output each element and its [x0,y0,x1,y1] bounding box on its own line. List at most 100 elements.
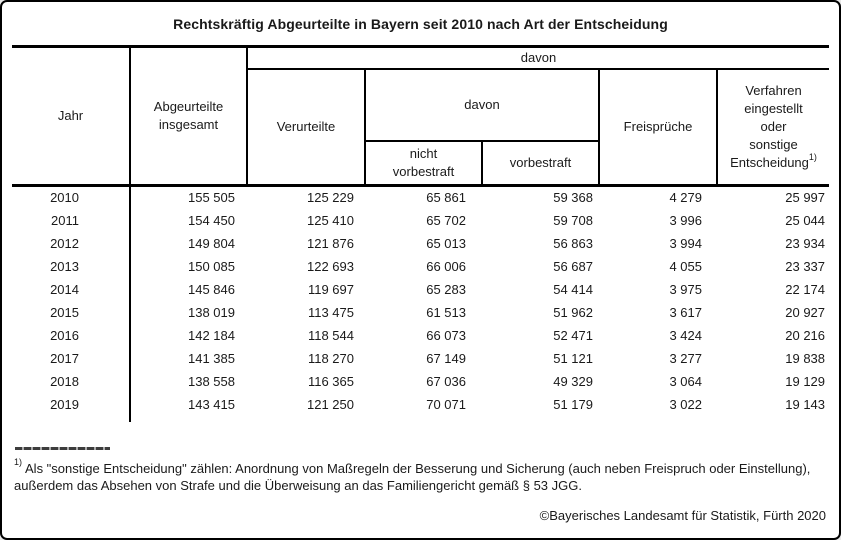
table-cell: 125 410 [307,212,354,228]
table-cell: 116 365 [307,373,354,389]
table-cell: 67 149 [426,350,466,366]
header-row-3: nicht vorbestraft vorbestraft [12,140,829,187]
table-cell: 141 385 [188,350,235,366]
table-cell: 145 846 [188,281,235,297]
table-cell: 138 558 [188,373,235,389]
footnote-separator-line [15,447,110,450]
table-cell: 19 129 [785,373,826,389]
statistics-table: Jahr Abgeurteilte insgesamt davon Verurt… [12,45,830,422]
table-row: 2016 142 184 118 544 66 073 52 471 3 424… [12,323,829,347]
table-cell: 121 250 [307,396,354,412]
table-cell: 149 804 [188,235,235,251]
column-header-freisprueche: Freisprüche [599,68,718,187]
table-row: 2013 150 085 122 693 66 006 56 687 4 055… [12,254,829,278]
table-cell: 4 279 [669,190,702,206]
table-cell: 51 962 [553,304,593,320]
table-cell: 20 927 [785,304,826,320]
table-cell: 67 036 [426,373,466,389]
table-cell: 2010 [12,185,131,209]
table-cell: 54 414 [553,281,593,297]
table-cell: 49 329 [553,373,593,389]
table-cell: 65 013 [426,235,466,251]
table-cell: 2014 [12,277,131,301]
table-cell: 59 708 [553,212,593,228]
column-header-verfahren-eingestellt: Verfahren eingestellt oder sonstige Ents… [717,68,830,187]
table-row: 2018 138 558 116 365 67 036 49 329 3 064… [12,369,829,393]
table-cell: 23 337 [785,258,826,274]
table-cell: 2016 [12,323,131,347]
table-cell: 61 513 [426,304,466,320]
table-cell: 2013 [12,254,131,278]
table-cell: 19 838 [785,350,826,366]
column-header-vorbestraft: vorbestraft [482,140,600,187]
footnote: 1) Als "sonstige Entscheidung" zählen: An… [14,456,832,494]
table-row: 2014 145 846 119 697 65 283 54 414 3 975… [12,277,829,301]
table-row: 2015 138 019 113 475 61 513 51 962 3 617… [12,300,829,324]
column-header-verurteilte: Verurteilte [247,68,366,187]
table-cell: 20 216 [785,327,826,343]
column-header-davon-top: davon [247,46,830,70]
column-rule-stub [12,415,829,422]
footnote-marker: 1) [14,456,23,467]
table-cell: 66 073 [426,327,466,343]
table-cell: 2012 [12,231,131,255]
table-cell: 118 544 [307,327,354,343]
table-cell: 3 064 [669,373,702,389]
table-cell: 2018 [12,369,131,393]
header-row-2: Verurteilte davon Freisprüche Verfahren … [12,68,830,187]
table-cell: 155 505 [188,190,235,206]
table-cell: 3 996 [669,212,702,228]
table-body: 2010 155 505 125 229 65 861 59 368 4 279… [12,185,829,422]
table-cell: 142 184 [188,327,235,343]
copyright-text: ©Bayerisches Landesamt für Statistik, Fü… [539,508,826,523]
table-cell: 3 617 [669,304,702,320]
table-cell: 52 471 [553,327,593,343]
table-cell: 150 085 [188,258,235,274]
table-cell: 2017 [12,346,131,370]
column-header-jahr: Jahr [12,46,131,187]
table-cell: 4 055 [669,258,702,274]
table-cell: 25 997 [785,190,826,206]
table-row: 2019 143 415 121 250 70 071 51 179 3 022… [12,392,829,416]
table-cell: 113 475 [307,304,354,320]
table-cell: 23 934 [785,235,826,251]
table-cell: 119 697 [307,281,354,297]
table-cell: 51 121 [553,350,593,366]
table-cell: 25 044 [785,212,826,228]
table-cell: 2019 [12,392,131,416]
table-row: 2010 155 505 125 229 65 861 59 368 4 279… [12,185,829,209]
table-cell: 122 693 [307,258,354,274]
page-title: Rechtskräftig Abgeurteilte in Bayern sei… [173,15,668,32]
table-row: 2011 154 450 125 410 65 702 59 708 3 996… [12,208,829,232]
table-cell: 125 229 [307,190,354,206]
footnote-text: Als "sonstige Entscheidung" zählen: Anor… [14,461,811,493]
table-header: Jahr Abgeurteilte insgesamt davon Verurt… [12,46,830,187]
table-cell: 2011 [12,208,131,232]
table-cell: 51 179 [553,396,593,412]
table-cell: 65 702 [426,212,466,228]
table-cell: 2015 [12,300,131,324]
table-cell: 3 424 [669,327,702,343]
column-header-abgeurteilte-insgesamt: Abgeurteilte insgesamt [130,46,248,187]
table-cell: 3 994 [669,235,702,251]
table-cell: 70 071 [426,396,466,412]
table-cell: 3 277 [669,350,702,366]
table-cell: 19 143 [785,396,826,412]
table-cell: 56 687 [553,258,593,274]
table-cell: 3 975 [669,281,702,297]
table-cell: 138 019 [188,304,235,320]
table-cell: 22 174 [785,281,826,297]
table-cell: 56 863 [553,235,593,251]
table-row: 2017 141 385 118 270 67 149 51 121 3 277… [12,346,829,370]
header-row-1: Jahr Abgeurteilte insgesamt davon [12,46,830,187]
footnote-marker: 1) [808,152,817,163]
table-cell: 118 270 [307,350,354,366]
table-cell: 65 283 [426,281,466,297]
column-header-davon-sub: davon [365,68,600,142]
table-cell: 3 022 [669,396,702,412]
table-cell: 143 415 [188,396,235,412]
table-cell: 66 006 [426,258,466,274]
table-cell: 65 861 [426,190,466,206]
column-header-nicht-vorbestraft: nicht vorbestraft [365,140,483,187]
